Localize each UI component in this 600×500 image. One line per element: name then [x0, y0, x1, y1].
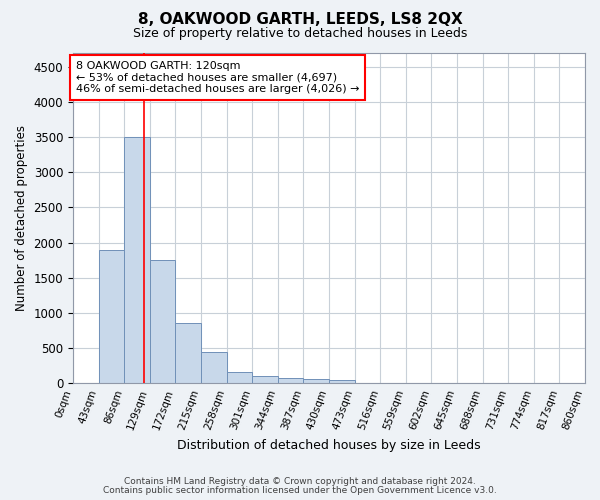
- Bar: [73, 382, 98, 384]
- Bar: [98, 250, 124, 384]
- Text: 8, OAKWOOD GARTH, LEEDS, LS8 2QX: 8, OAKWOOD GARTH, LEEDS, LS8 2QX: [137, 12, 463, 28]
- Bar: [124, 137, 150, 384]
- Text: Contains HM Land Registry data © Crown copyright and database right 2024.: Contains HM Land Registry data © Crown c…: [124, 477, 476, 486]
- Bar: [278, 378, 304, 384]
- Bar: [201, 352, 227, 384]
- Bar: [252, 376, 278, 384]
- Text: Size of property relative to detached houses in Leeds: Size of property relative to detached ho…: [133, 28, 467, 40]
- Bar: [227, 372, 252, 384]
- X-axis label: Distribution of detached houses by size in Leeds: Distribution of detached houses by size …: [177, 440, 481, 452]
- Bar: [150, 260, 175, 384]
- Bar: [175, 324, 201, 384]
- Bar: [329, 380, 355, 384]
- Bar: [304, 379, 329, 384]
- Text: Contains public sector information licensed under the Open Government Licence v3: Contains public sector information licen…: [103, 486, 497, 495]
- Y-axis label: Number of detached properties: Number of detached properties: [15, 125, 28, 311]
- Text: 8 OAKWOOD GARTH: 120sqm
← 53% of detached houses are smaller (4,697)
46% of semi: 8 OAKWOOD GARTH: 120sqm ← 53% of detache…: [76, 61, 359, 94]
